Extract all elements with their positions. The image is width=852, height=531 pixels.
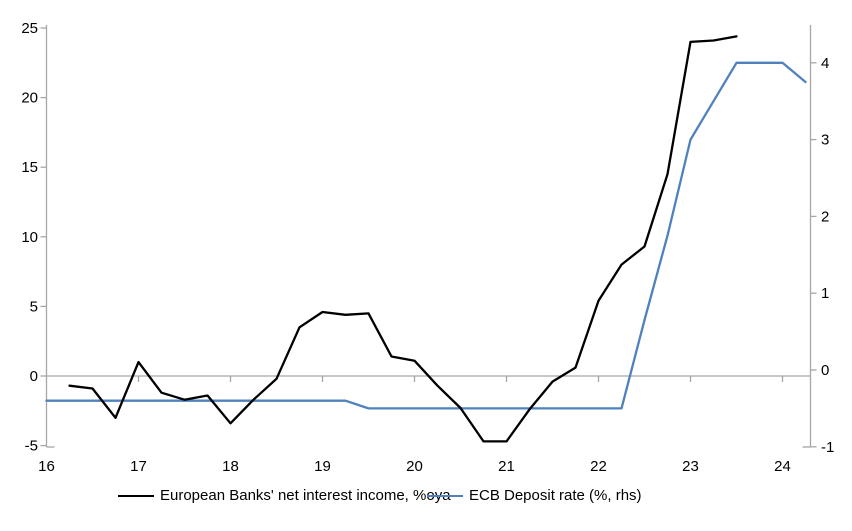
legend-label-nii: European Banks' net interest income, %oy… — [160, 487, 451, 504]
right-axis-tick-label: 1 — [821, 285, 829, 302]
legend: European Banks' net interest income, %oy… — [0, 487, 852, 507]
left-axis-tick-label: 20 — [21, 90, 38, 107]
x-axis-tick-label: 23 — [682, 458, 699, 475]
right-axis-tick-label: 2 — [821, 208, 829, 225]
x-axis-tick-label: 18 — [222, 458, 239, 475]
left-axis-tick-label: 15 — [21, 159, 38, 176]
legend-label-ecb: ECB Deposit rate (%, rhs) — [469, 487, 642, 504]
x-axis-tick-label: 21 — [498, 458, 515, 475]
nii-line-swatch — [118, 494, 154, 497]
left-axis-tick-label: 10 — [21, 229, 38, 246]
x-axis-tick-label: 20 — [406, 458, 423, 475]
x-axis-tick-label: 22 — [590, 458, 607, 475]
x-axis-tick-label: 16 — [38, 458, 55, 475]
ecb-rate-line-swatch — [427, 494, 463, 497]
ecb-rate-series-line — [45, 61, 807, 410]
right-axis-tick-label: -1 — [821, 439, 834, 456]
x-axis-tick-label: 19 — [314, 458, 331, 475]
left-axis-tick-label: 0 — [30, 368, 38, 385]
right-axis-tick-label: 0 — [821, 362, 829, 379]
nii-series-line — [68, 35, 738, 443]
right-axis-tick-label: 3 — [821, 132, 829, 149]
left-axis-tick-label: -5 — [25, 438, 38, 455]
legend-item-ecb: ECB Deposit rate (%, rhs) — [427, 487, 642, 504]
x-axis-tick-label: 24 — [774, 458, 791, 475]
x-axis-tick-label: 17 — [130, 458, 147, 475]
legend-item-nii: European Banks' net interest income, %oy… — [118, 487, 451, 504]
left-axis-tick-label: 5 — [30, 298, 38, 315]
right-axis-tick-label: 4 — [821, 55, 829, 72]
left-axis-tick-label: 25 — [21, 20, 38, 37]
